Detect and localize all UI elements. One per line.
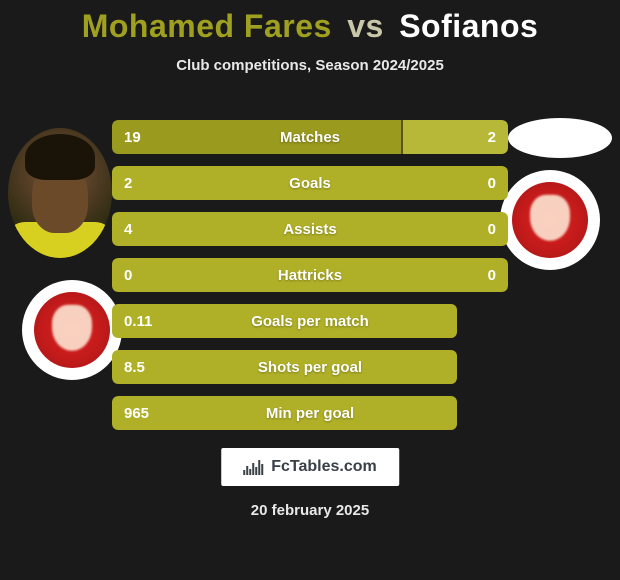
bar-row: 40Assists: [112, 212, 508, 246]
bar-label: Goals: [112, 166, 508, 200]
bar-row: 192Matches: [112, 120, 508, 154]
bar-label: Goals per match: [112, 304, 508, 338]
bar-label: Assists: [112, 212, 508, 246]
attribution-text: FcTables.com: [271, 458, 377, 476]
player1-name: Mohamed Fares: [82, 8, 332, 44]
page-title: Mohamed Fares vs Sofianos: [0, 0, 620, 45]
bar-label: Matches: [112, 120, 508, 154]
bar-row: 20Goals: [112, 166, 508, 200]
attribution: FcTables.com: [221, 448, 399, 486]
bar-row: 0.11Goals per match: [112, 304, 508, 338]
bar-row: 965Min per goal: [112, 396, 508, 430]
vs-text: vs: [347, 8, 384, 44]
bar-label: Shots per goal: [112, 350, 508, 384]
comparison-bars: 192Matches 20Goals 40Assists 00Hattricks 0.1…: [112, 120, 508, 442]
player2-club-badge: [500, 170, 600, 270]
subtitle: Club competitions, Season 2024/2025: [0, 57, 620, 74]
bar-row: 8.5Shots per goal: [112, 350, 508, 384]
bar-label: Hattricks: [112, 258, 508, 292]
player1-club-badge: [22, 280, 122, 380]
date-text: 20 february 2025: [0, 502, 620, 519]
attribution-logo-icon: [243, 459, 263, 475]
player2-name: Sofianos: [399, 8, 538, 44]
player1-avatar: [8, 128, 112, 258]
bar-label: Min per goal: [112, 396, 508, 430]
bar-row: 00Hattricks: [112, 258, 508, 292]
player2-avatar: [508, 118, 612, 158]
